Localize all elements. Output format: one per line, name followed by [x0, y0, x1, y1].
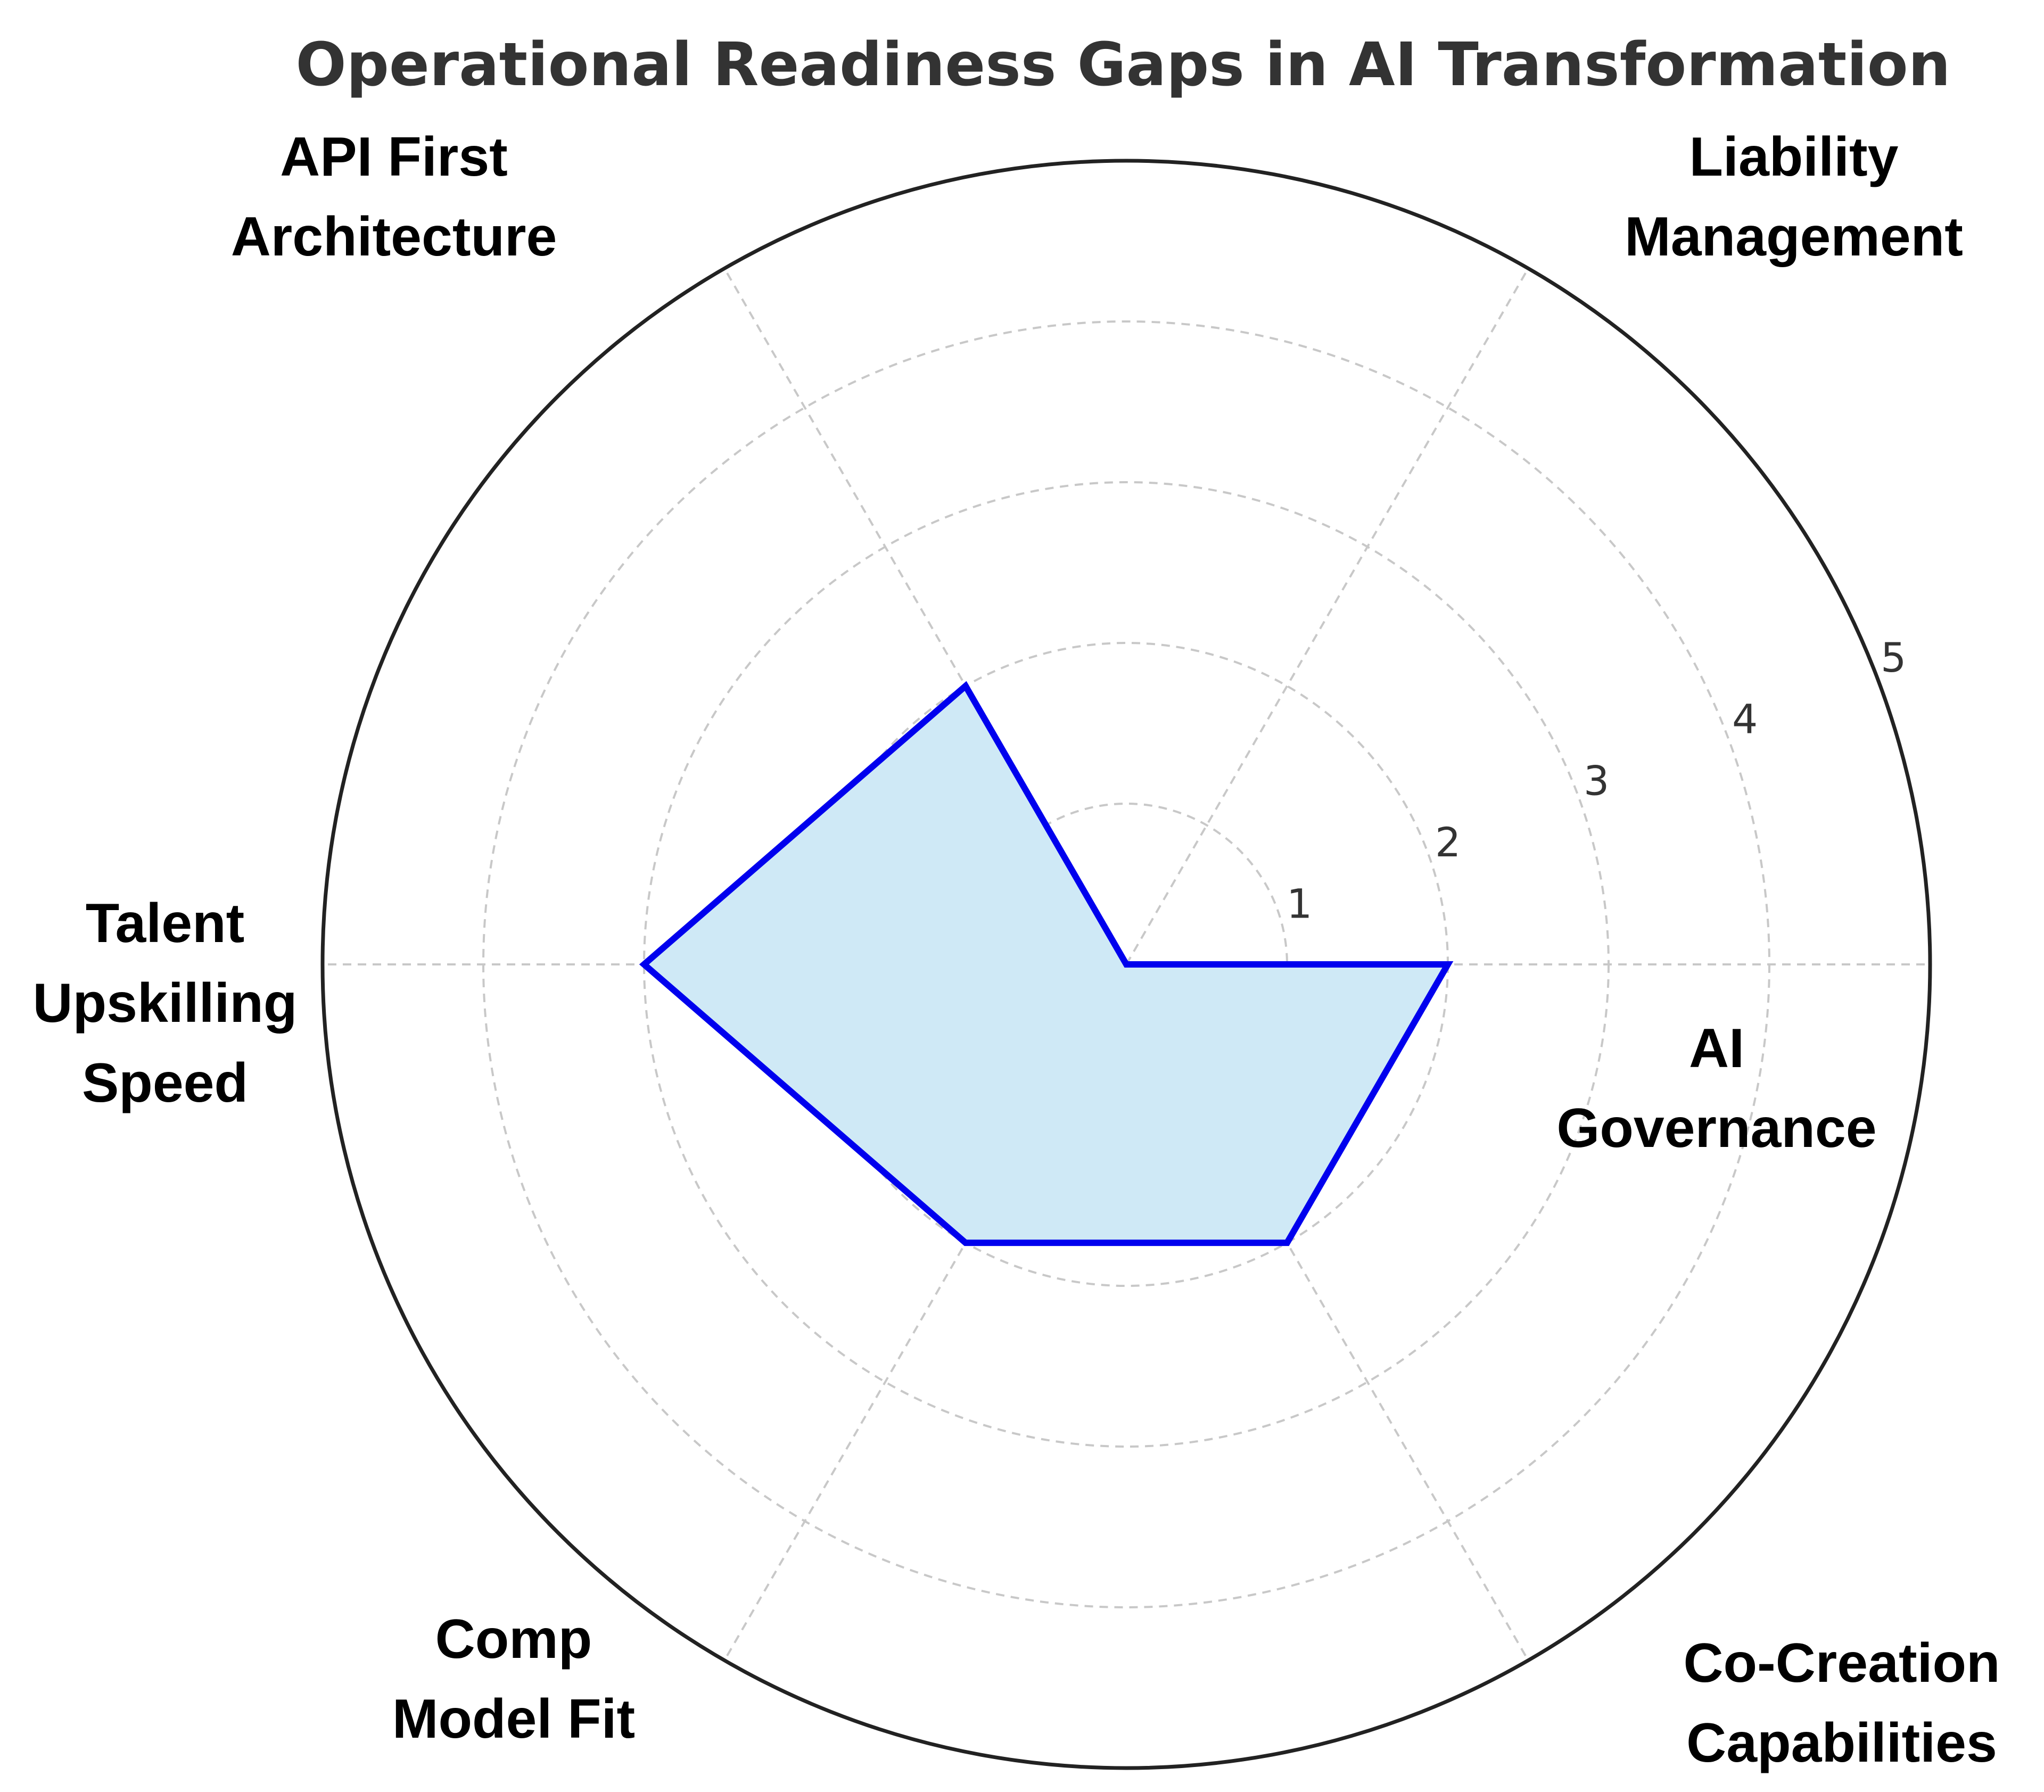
axis-label-1: Liability Management: [1625, 126, 1963, 268]
tick-labels: 1 2 3 4 5: [1287, 634, 1906, 927]
axis-label-line: Comp: [435, 1608, 592, 1670]
outer-circle: [320, 159, 1932, 1770]
spoke-1: [1125, 268, 1529, 965]
axis-label-2: API First Architecture: [231, 126, 557, 268]
tick-label-2: 2: [1435, 819, 1461, 866]
tick-label-1: 1: [1287, 880, 1312, 927]
axis-label-line: Management: [1625, 206, 1963, 268]
axis-label-line: Architecture: [231, 206, 557, 268]
tick-label-4: 4: [1732, 696, 1758, 743]
tick-label-3: 3: [1584, 757, 1609, 804]
axis-label-line: Speed: [82, 1052, 248, 1114]
axis-label-line: Talent: [86, 893, 245, 954]
axis-label-line: Co-Creation: [1683, 1632, 2000, 1694]
axis-label-line: Upskilling: [33, 972, 298, 1034]
axis-label-5: Co-Creation Capabilities: [1683, 1632, 2000, 1774]
tick-label-5: 5: [1881, 634, 1906, 681]
chart-title: Operational Readiness Gaps in AI Transfo…: [296, 30, 1951, 100]
axis-label-4: Comp Model Fit: [392, 1608, 635, 1750]
axis-label-line: API First: [280, 126, 508, 188]
axis-label-line: Governance: [1556, 1097, 1876, 1159]
series-polygon: [639, 681, 1454, 1246]
axis-label-line: Capabilities: [1686, 1712, 1997, 1774]
series-layer: [639, 681, 1454, 1246]
axis-label-line: Model Fit: [392, 1688, 635, 1750]
axis-label-line: Liability: [1689, 126, 1899, 188]
axis-labels: AI Governance Liability Management API First…: [33, 126, 2000, 1774]
axis-label-3: Talent Upskilling Speed: [33, 893, 298, 1114]
axis-label-line: AI: [1689, 1018, 1744, 1079]
axis-label-0: AI Governance: [1556, 1018, 1876, 1159]
